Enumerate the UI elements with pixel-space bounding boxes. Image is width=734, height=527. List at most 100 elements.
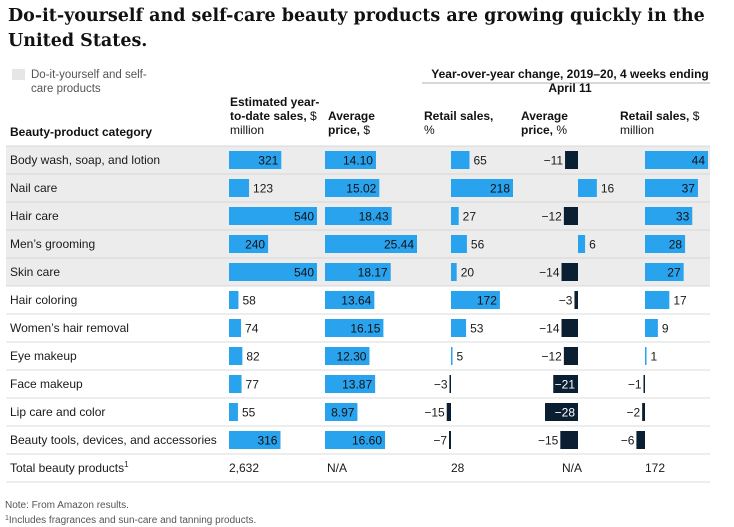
bar <box>325 291 375 309</box>
bar <box>325 235 417 253</box>
data-label: 540 <box>294 266 314 280</box>
bar <box>451 151 470 169</box>
data-label: 13.64 <box>341 294 371 308</box>
group-header: Year-over-year change, 2019–20, 4 weeks … <box>431 67 709 95</box>
chart-title: Do-it-yourself and self-care beauty prod… <box>8 6 705 51</box>
bar <box>229 319 242 337</box>
data-label: −21 <box>555 378 576 392</box>
bar <box>229 347 243 365</box>
data-label: 65 <box>473 154 487 168</box>
data-label: 540 <box>294 210 314 224</box>
bar <box>325 151 376 169</box>
data-label: 12.30 <box>336 350 366 364</box>
category-label: Hair coloring <box>10 293 77 307</box>
data-label: 9 <box>662 322 669 336</box>
data-label: 53 <box>470 322 484 336</box>
total-label: Total beauty products1 <box>10 460 129 475</box>
data-label: −11 <box>544 154 564 168</box>
data-label: −14 <box>539 322 560 336</box>
bar <box>229 403 238 421</box>
col-header-price: Average price, $ <box>328 109 375 137</box>
data-label: 16.15 <box>350 322 380 336</box>
bar <box>451 263 457 281</box>
bar <box>451 319 467 337</box>
data-label: 8.97 <box>331 406 355 420</box>
footnote: 1Includes fragrances and sun-care and ta… <box>5 515 257 526</box>
data-label: 20 <box>461 266 475 280</box>
data-label: 1 <box>651 350 658 364</box>
bar <box>325 179 380 197</box>
bar <box>325 347 370 365</box>
total-value: 2,632 <box>229 461 259 475</box>
bar <box>645 347 647 365</box>
bar <box>229 151 282 169</box>
data-label: 5 <box>457 350 464 364</box>
data-label: 28 <box>669 238 683 252</box>
data-label: 18.43 <box>359 210 389 224</box>
bar <box>229 207 317 225</box>
footnote-marker: 1 <box>5 515 9 522</box>
data-label: 16 <box>601 182 615 196</box>
bar <box>451 291 500 309</box>
bar <box>645 235 686 253</box>
bar <box>636 431 645 449</box>
data-label: −6 <box>621 434 635 448</box>
data-label: 44 <box>692 154 706 168</box>
note: Note: From Amazon results. <box>5 500 129 511</box>
col-header-retail-pct: Retail sales, % <box>424 109 494 137</box>
total-footnote-marker: 1 <box>124 460 129 469</box>
data-label: −3 <box>434 378 448 392</box>
data-label: 6 <box>589 238 596 252</box>
bar <box>645 151 708 169</box>
col-header-retail-musd: Retail sales, $ million <box>620 109 700 137</box>
category-label: Beauty tools, devices, and accessories <box>10 433 217 447</box>
data-label: −14 <box>539 266 560 280</box>
data-label: 74 <box>245 322 259 336</box>
legend-label: Do-it-yourself and self-care products <box>31 69 147 95</box>
data-label: 17 <box>673 294 687 308</box>
category-label: Nail care <box>10 181 58 195</box>
col-header-category: Beauty-product category <box>10 125 153 139</box>
bar <box>565 151 578 169</box>
category-label: Eye makeup <box>10 349 77 363</box>
bar <box>645 207 693 225</box>
bar <box>561 319 578 337</box>
data-label: 16.60 <box>352 434 382 448</box>
bar <box>229 431 281 449</box>
bar <box>446 403 451 421</box>
category-label: Women’s hair removal <box>10 321 129 335</box>
bar <box>325 375 376 393</box>
bar <box>325 403 358 421</box>
data-label: 321 <box>258 154 278 168</box>
total-value: N/A <box>562 461 582 475</box>
bar <box>449 431 451 449</box>
bar <box>645 263 684 281</box>
data-label: 33 <box>676 210 690 224</box>
data-label: 27 <box>463 210 477 224</box>
data-label: 25.44 <box>384 238 414 252</box>
bar <box>229 291 239 309</box>
legend: Do-it-yourself and self-care products <box>12 68 151 96</box>
bar <box>561 263 578 281</box>
data-label: 56 <box>471 238 485 252</box>
data-label: −1 <box>628 378 642 392</box>
bar <box>451 179 513 197</box>
bar <box>451 347 453 365</box>
total-value: N/A <box>327 461 347 475</box>
bar <box>325 207 392 225</box>
col-header-avg-price-pct: Average price, % <box>521 109 568 137</box>
bar <box>451 207 459 225</box>
bar <box>451 235 467 253</box>
data-label: 218 <box>490 182 510 196</box>
bar <box>325 319 384 337</box>
bar <box>645 179 698 197</box>
bar <box>545 403 578 421</box>
total-value: 172 <box>645 461 665 475</box>
data-label: −3 <box>559 294 573 308</box>
bar <box>563 207 578 225</box>
data-label: 37 <box>682 182 696 196</box>
category-label: Face makeup <box>10 377 83 391</box>
bar <box>563 347 578 365</box>
bar <box>325 431 386 449</box>
bar <box>229 375 242 393</box>
